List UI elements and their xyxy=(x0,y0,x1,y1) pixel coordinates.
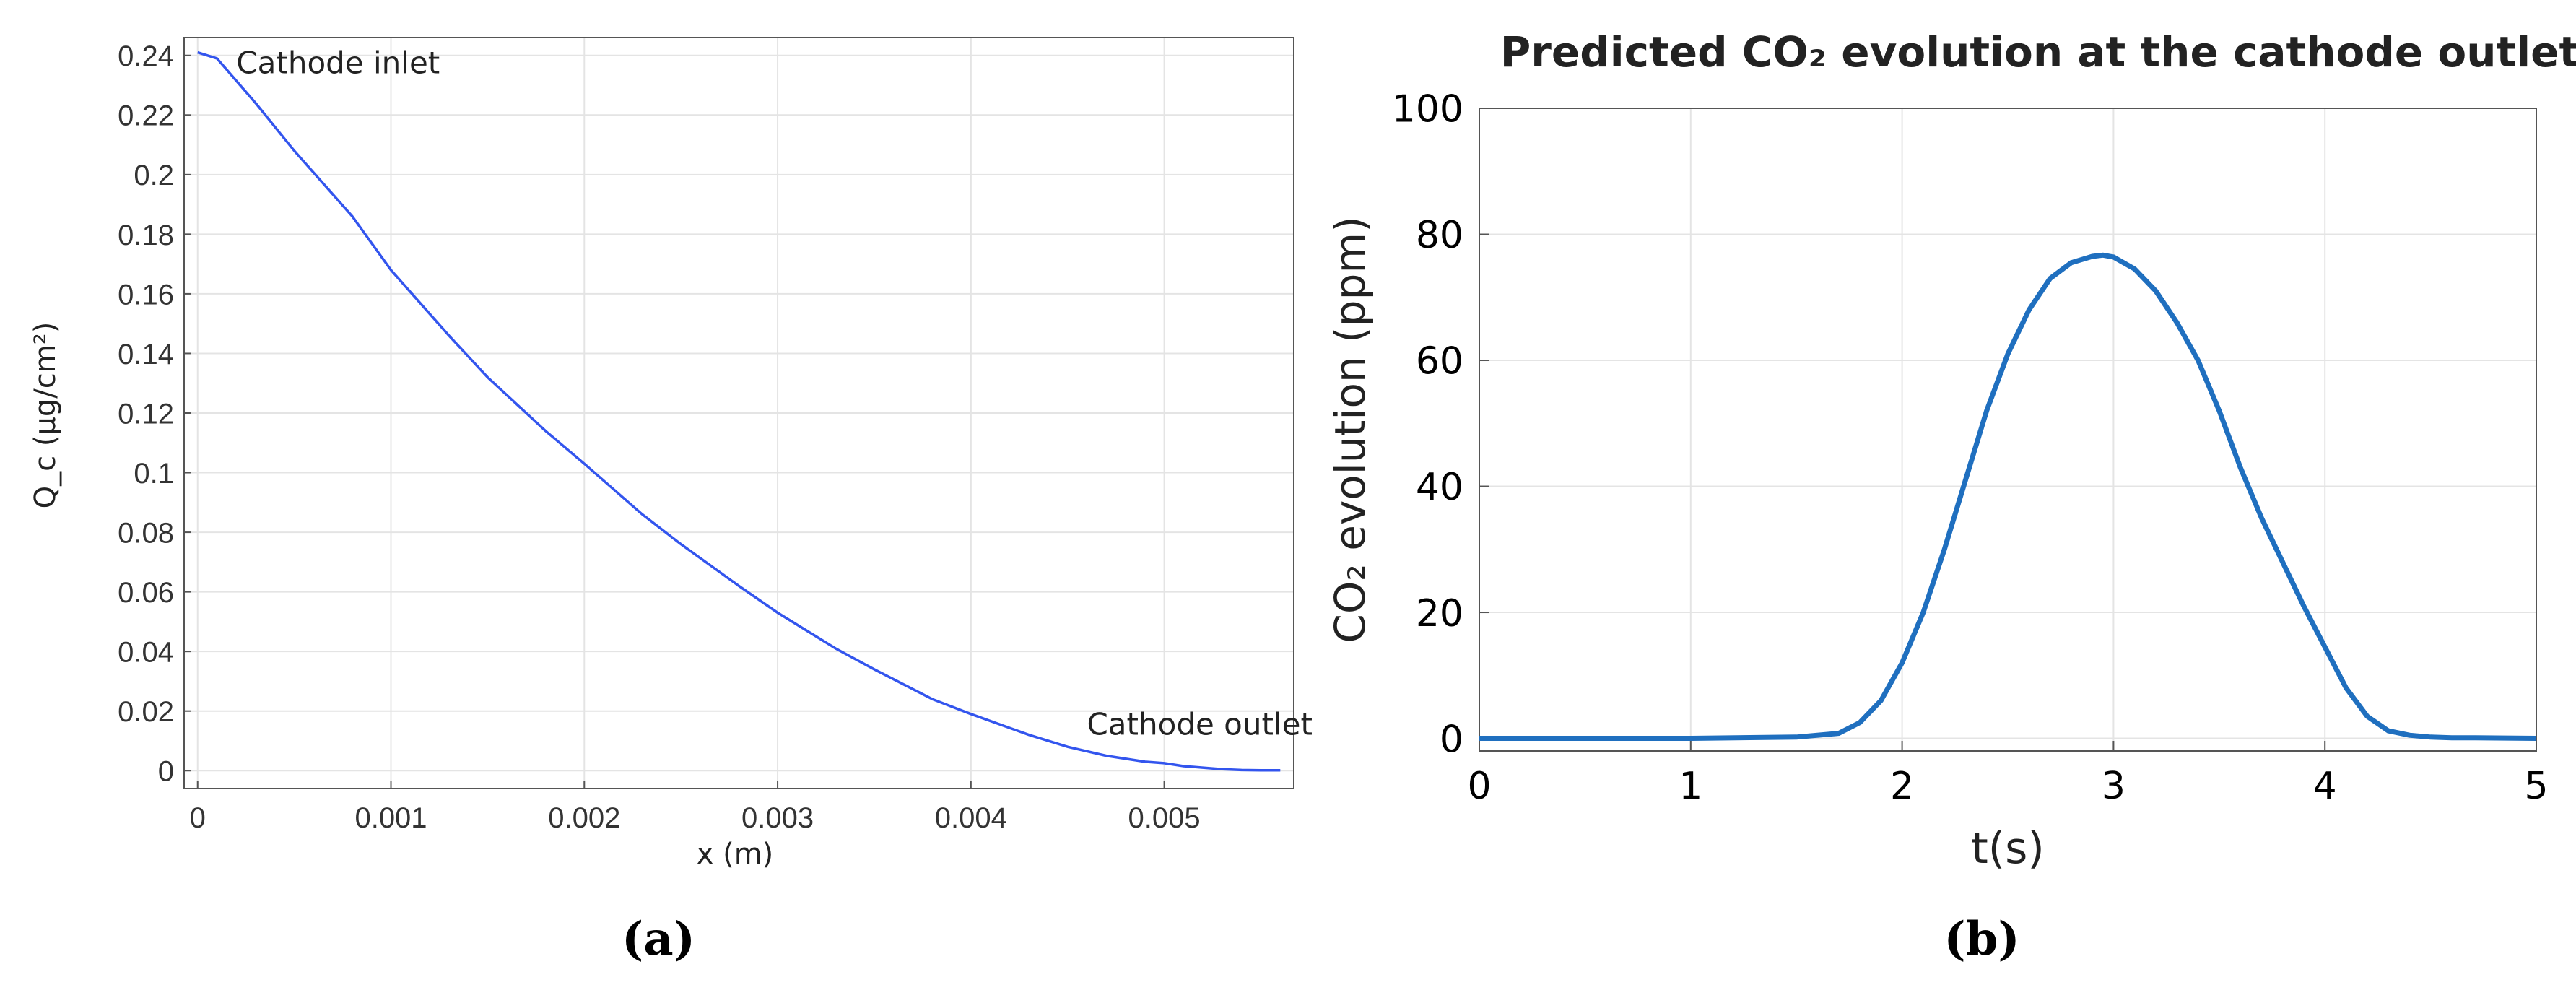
b-y-ticks: 0 20 40 60 80 100 xyxy=(1392,88,1489,761)
y-tick-label: 100 xyxy=(1392,88,1463,131)
y-tick-label: 0.22 xyxy=(118,100,174,132)
x-tick-label: 5 xyxy=(2524,765,2548,808)
x-tick-label: 3 xyxy=(2102,765,2125,808)
x-tick-label: 2 xyxy=(1890,765,1914,808)
annotation-cathode-inlet: Cathode inlet xyxy=(236,45,440,81)
b-panel-caption: (b) xyxy=(1944,912,2019,966)
x-tick-label: 4 xyxy=(2313,765,2337,808)
y-tick-label: 0.08 xyxy=(118,517,174,549)
a-y-axis-label: Q_c (µg/cm²) xyxy=(29,322,62,509)
y-tick-label: 0 xyxy=(1440,718,1463,761)
b-chart-title: Predicted CO₂ evolution at the cathode o… xyxy=(1500,27,2576,77)
x-tick-label: 0.005 xyxy=(1128,802,1201,834)
b-y-axis-label: CO₂ evolution (ppm) xyxy=(1326,216,1375,643)
y-tick-label: 0.06 xyxy=(118,577,174,609)
chart-b: Predicted CO₂ evolution at the cathode o… xyxy=(1326,27,2576,966)
y-tick-label: 0 xyxy=(158,756,174,788)
y-tick-label: 0.12 xyxy=(118,398,174,430)
y-tick-label: 40 xyxy=(1416,466,1463,509)
x-tick-label: 0 xyxy=(190,802,206,834)
y-tick-label: 0.02 xyxy=(118,696,174,728)
a-y-ticks: 0 0.02 0.04 0.06 0.08 0.1 0.12 0.14 0.16 0.18 0.2 0… xyxy=(118,40,191,788)
a-grid xyxy=(184,38,1294,789)
a-panel-caption: (a) xyxy=(622,912,695,966)
y-tick-label: 0.1 xyxy=(134,458,174,490)
a-x-axis-label: x (m) xyxy=(697,838,774,871)
b-plot-frame xyxy=(1479,108,2537,752)
x-tick-label: 0.003 xyxy=(741,802,814,834)
y-tick-label: 0.04 xyxy=(118,637,174,669)
annotation-cathode-outlet: Cathode outlet xyxy=(1087,707,1312,742)
y-tick-label: 80 xyxy=(1416,214,1463,257)
y-tick-label: 60 xyxy=(1416,340,1463,383)
b-x-axis-label: t(s) xyxy=(1971,823,2045,874)
a-data-line xyxy=(197,51,1281,772)
a-x-ticks: 0 0.001 0.002 0.003 0.004 0.005 xyxy=(190,781,1201,834)
y-tick-label: 0.2 xyxy=(134,160,174,191)
x-tick-label: 1 xyxy=(1679,765,1702,808)
chart-a: 0 0.001 0.002 0.003 0.004 0.005 0 0.02 0.04 0.06… xyxy=(29,37,1313,966)
b-data-line xyxy=(1479,252,2537,741)
y-tick-label: 0.18 xyxy=(118,220,174,251)
y-tick-label: 0.24 xyxy=(118,40,174,72)
x-tick-label: 0.002 xyxy=(548,802,620,834)
b-grid xyxy=(1479,108,2537,751)
x-tick-label: 0 xyxy=(1467,765,1491,808)
x-tick-label: 0.004 xyxy=(935,802,1007,834)
y-tick-label: 0.16 xyxy=(118,279,174,311)
y-tick-label: 20 xyxy=(1416,592,1463,635)
b-x-ticks: 0 1 2 3 4 5 xyxy=(1467,741,2549,808)
x-tick-label: 0.001 xyxy=(354,802,427,834)
y-tick-label: 0.14 xyxy=(118,339,174,370)
